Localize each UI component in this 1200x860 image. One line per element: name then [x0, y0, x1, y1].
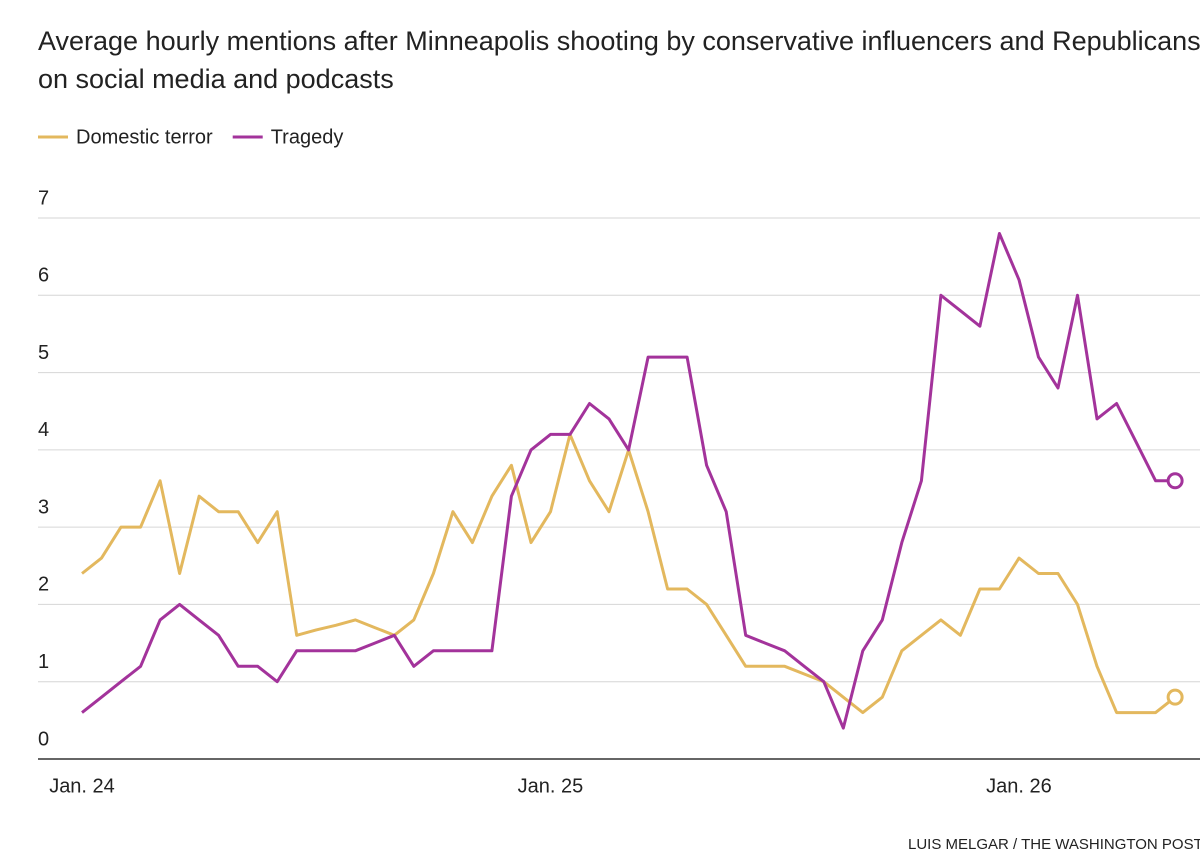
- y-tick-label: 6: [38, 265, 49, 287]
- chart-title: Average hourly mentions after Minneapoli…: [38, 26, 1200, 94]
- y-tick-label: 0: [38, 728, 49, 750]
- credit: LUIS MELGAR / THE WASHINGTON POST: [908, 836, 1200, 853]
- y-tick-label: 7: [38, 187, 49, 209]
- y-tick-label: 1: [38, 651, 49, 673]
- y-tick-label: 3: [38, 496, 49, 518]
- y-tick-label: 4: [38, 419, 49, 441]
- x-tick-label: Jan. 25: [518, 775, 584, 797]
- y-tick-label: 2: [38, 574, 49, 596]
- series-line: [81, 432, 1177, 715]
- x-tick-label: Jan. 26: [986, 775, 1052, 797]
- series-line: [81, 232, 1176, 730]
- end-point: [1166, 472, 1184, 490]
- legend-label: Domestic terror: [76, 126, 213, 148]
- end-point: [1166, 688, 1184, 706]
- legend-label: Tragedy: [271, 126, 344, 148]
- y-tick-label: 5: [38, 342, 49, 364]
- x-tick-label: Jan. 24: [49, 775, 115, 797]
